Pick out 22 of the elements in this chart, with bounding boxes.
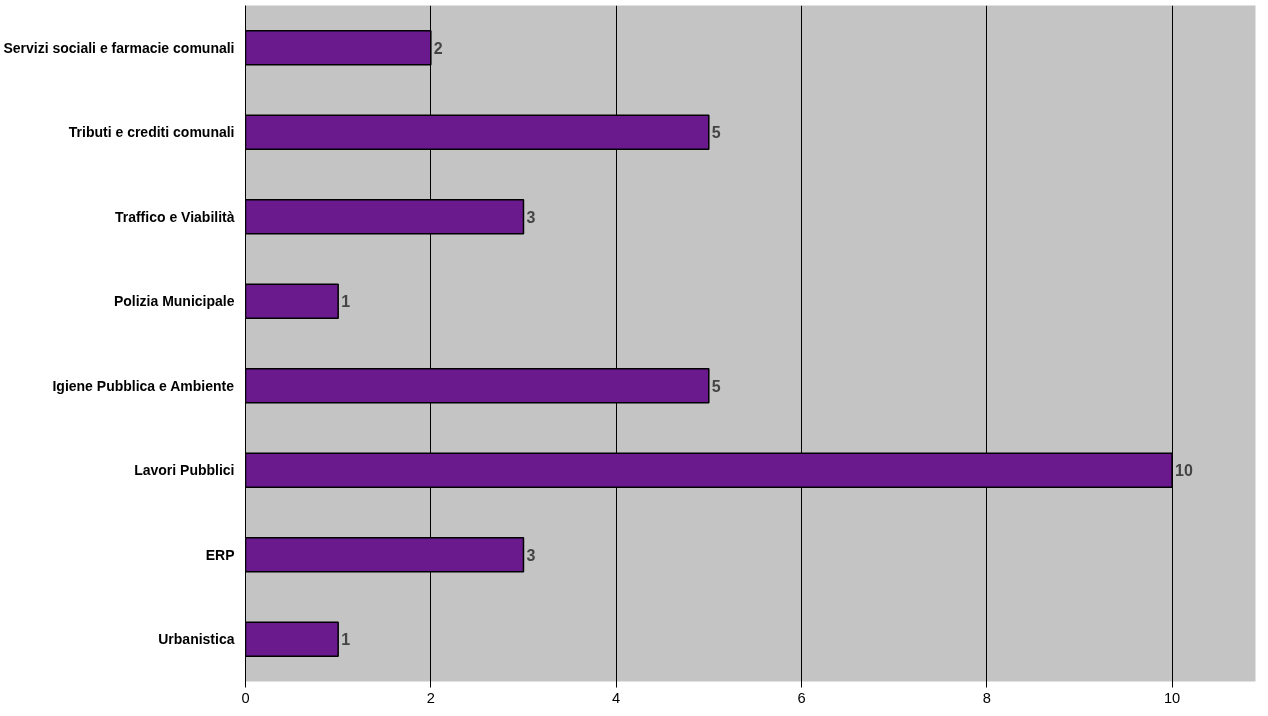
x-tick-label: 4 [612,689,621,706]
x-tick-label: 0 [241,689,250,706]
data-label: 1 [341,293,351,311]
y-tick-label: Igiene Pubblica e Ambiente [52,377,235,394]
y-tick-label: Tributi e crediti comunali [68,124,235,141]
x-tick-label: 6 [797,689,806,706]
data-label: 5 [711,124,721,142]
y-tick-label: Traffico e Viabilità [114,208,235,225]
y-tick-label: Urbanistica [158,631,235,648]
y-tick-label: ERP [205,546,235,563]
y-tick-label: Polizia Municipale [113,293,235,310]
data-label: 5 [711,377,721,395]
data-label: 2 [433,39,443,57]
data-label: 10 [1175,462,1193,480]
y-tick-label: Lavori Pubblici [134,462,235,479]
x-tick-label: 10 [1163,689,1181,706]
x-tick-label: 8 [982,689,991,706]
y-tick-label: Servizi sociali e farmacie comunali [3,39,235,56]
data-label: 1 [341,631,351,649]
x-tick-label: 2 [426,689,435,706]
data-label: 3 [526,546,536,564]
data-label: 3 [526,208,536,226]
